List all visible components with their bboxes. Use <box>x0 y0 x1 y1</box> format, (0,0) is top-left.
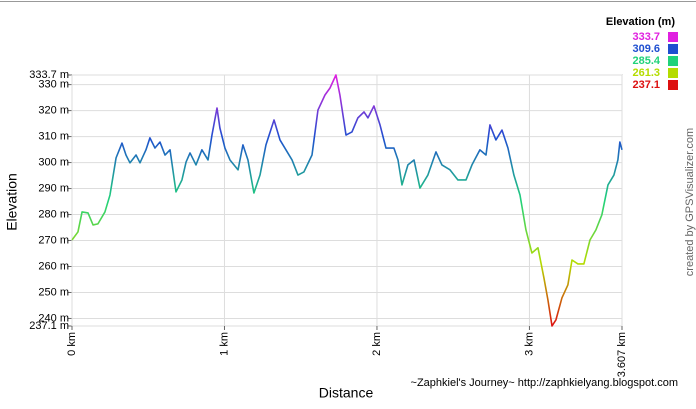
legend-label: 333.7 <box>632 31 660 43</box>
legend-swatch <box>668 80 678 90</box>
legend-label: 237.1 <box>632 79 660 91</box>
y-tick-label: 320 m <box>38 105 69 117</box>
y-tick-label: 237.1 m <box>29 320 69 332</box>
legend-swatch <box>668 56 678 66</box>
legend-swatch <box>668 32 678 42</box>
y-tick-label: 300 m <box>38 156 69 168</box>
credit: created by GPSVisualizer.com <box>684 128 696 276</box>
x-axis-label: Distance <box>319 385 374 401</box>
y-tick-label: 333.7 m <box>29 69 69 81</box>
plot-area <box>71 74 623 327</box>
elevation-line <box>71 74 623 327</box>
y-axis-label: Elevation <box>4 173 20 231</box>
legend-swatch <box>668 44 678 54</box>
footer: ~Zaphkiel's Journey~ http://zaphkielyang… <box>411 377 678 389</box>
legend-title: Elevation (m) <box>606 16 675 28</box>
x-tick-label: 0 km <box>66 332 78 356</box>
y-tick-label: 330 m <box>38 79 69 91</box>
y-tick-label: 290 m <box>38 182 69 194</box>
legend-label: 261.3 <box>632 67 660 79</box>
legend-label: 309.6 <box>632 43 660 55</box>
y-tick-label: 280 m <box>38 208 69 220</box>
y-tick-label: 240 m <box>38 312 69 324</box>
x-tick-label: 1 km <box>218 332 230 356</box>
x-tick-label: 3.607 km <box>616 332 628 377</box>
y-tick-label: 310 m <box>38 130 69 142</box>
x-tick-label: 3 km <box>523 332 535 356</box>
legend-swatch <box>668 68 678 78</box>
y-tick-label: 260 m <box>38 260 69 272</box>
legend-label: 285.4 <box>632 55 660 67</box>
x-tick-label: 2 km <box>371 332 383 356</box>
y-tick-label: 250 m <box>38 286 69 298</box>
y-tick-label: 270 m <box>38 234 69 246</box>
